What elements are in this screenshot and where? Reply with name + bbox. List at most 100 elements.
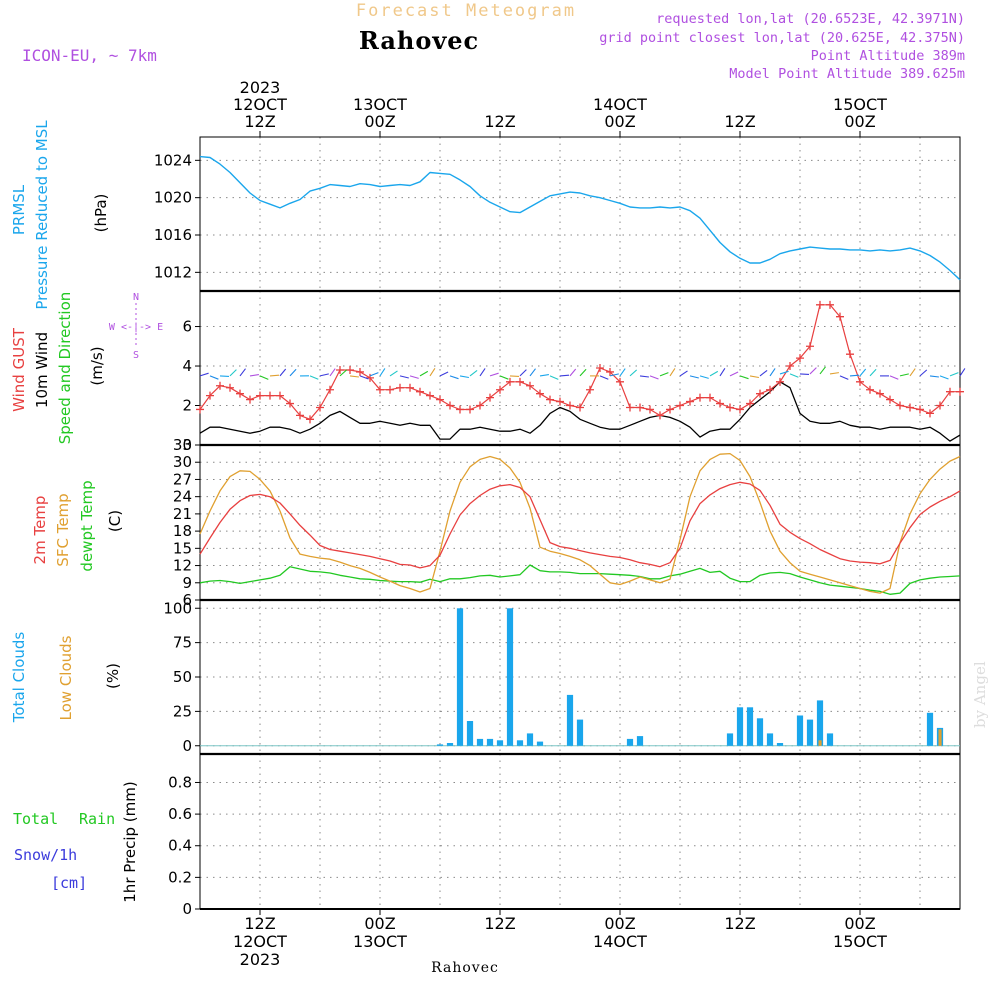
gust-marker xyxy=(916,405,924,414)
gust-marker xyxy=(716,399,724,408)
gust-marker xyxy=(506,377,514,386)
bottom-time-label: 12Z xyxy=(724,914,755,933)
gust-marker xyxy=(606,367,614,376)
total-cloud-bar xyxy=(636,736,644,746)
gust-marker xyxy=(806,342,814,351)
bottom-time-label: 12OCT xyxy=(233,932,287,951)
gust-marker xyxy=(486,393,494,402)
gust-marker xyxy=(266,391,274,400)
bottom-time-label: 00Z xyxy=(844,914,875,933)
wind-direction-arrow xyxy=(309,375,319,380)
compass-s: S xyxy=(133,350,139,361)
wind-direction-arrow xyxy=(889,375,899,380)
wind-direction-arrow xyxy=(239,368,246,377)
wind-direction-arrow xyxy=(419,370,429,377)
y-tick-label: 1016 xyxy=(154,226,192,244)
y-tick-label: 75 xyxy=(173,634,192,652)
bottom-time-label: 00Z xyxy=(364,914,395,933)
credit: by Angel xyxy=(971,661,989,728)
wind-direction-arrow xyxy=(689,375,699,379)
bottom-time-label: 2023 xyxy=(240,950,281,969)
wind-direction-arrow xyxy=(769,368,776,377)
wind-direction-arrow xyxy=(519,369,527,377)
gust-marker xyxy=(596,364,604,372)
total-cloud-bar xyxy=(446,743,454,746)
total-cloud-bar xyxy=(776,743,784,746)
clouds-unit-label: (%) xyxy=(104,663,122,689)
gust-marker xyxy=(616,377,624,386)
bottom-time-label: 15OCT xyxy=(833,932,887,951)
wind-direction-arrow xyxy=(699,375,709,379)
pressure-msl-label: Pressure Reduced to MSL xyxy=(33,120,51,310)
footer-location: Rahovec xyxy=(431,960,499,976)
y-tick-label: 0.8 xyxy=(168,773,192,791)
gust-marker xyxy=(946,387,954,396)
wind-direction-arrow xyxy=(679,370,688,377)
wind-direction-arrow xyxy=(209,375,219,380)
temp-dewpt-label: dewpt Temp xyxy=(78,480,96,571)
gust-marker xyxy=(356,367,364,376)
total-cloud-bar xyxy=(536,741,544,746)
gust-marker xyxy=(626,403,634,412)
gust-marker xyxy=(346,365,354,374)
wind-direction-arrow xyxy=(609,373,619,377)
y-tick-label: 9 xyxy=(182,574,192,592)
wind-direction-arrow xyxy=(929,375,939,378)
wind-direction-arrow xyxy=(819,366,826,375)
precip-unit-label: 1hr Precip (mm) xyxy=(121,781,139,902)
gust-marker xyxy=(736,405,744,414)
gust-marker xyxy=(866,385,874,394)
panels: 1012101610201024024669121518212427303302… xyxy=(154,136,966,918)
gust-marker xyxy=(526,381,534,390)
wind-direction-arrow xyxy=(319,373,329,377)
gust-marker xyxy=(756,389,764,398)
wind-direction-arrow xyxy=(669,368,676,377)
wind-direction-arrow xyxy=(269,374,280,377)
prmsl-label: PRMSL xyxy=(10,184,28,235)
gust-marker xyxy=(876,389,884,398)
wind-direction-arrow xyxy=(529,368,536,377)
rain-label: Rain xyxy=(79,810,115,828)
wind-direction-arrow xyxy=(729,371,739,377)
total-cloud-bar xyxy=(476,738,484,746)
y-tick-label: 30 xyxy=(173,453,192,471)
total-cloud-bar xyxy=(456,608,464,746)
wind-direction-arrow xyxy=(339,369,348,377)
wind-direction-arrow xyxy=(739,375,749,380)
total-cloud-bar xyxy=(626,738,634,746)
y-tick-label: 25 xyxy=(173,702,192,720)
gust-marker xyxy=(496,385,504,394)
top-time-label: 00Z xyxy=(604,112,635,131)
wind-direction-arrow xyxy=(279,368,287,377)
snow-unit-label: [cm] xyxy=(51,874,87,892)
y-tick-label: 18 xyxy=(173,522,192,540)
gust-marker xyxy=(796,354,804,363)
top-time-label: 12Z xyxy=(244,112,275,131)
panel-0: 1012 1016 1020 1024 xyxy=(154,136,961,292)
wind-direction-arrow xyxy=(249,374,259,377)
total-cloud-bar xyxy=(516,740,524,746)
wind-direction-arrow xyxy=(499,375,509,380)
total-cloud-bar xyxy=(816,700,824,746)
gust-marker xyxy=(306,415,314,424)
total-cloud-bar xyxy=(756,718,764,746)
gust-marker xyxy=(826,300,834,309)
gust-marker xyxy=(776,377,784,386)
temp-sfc-label: SFC Temp xyxy=(54,493,72,566)
location-title: Rahovec xyxy=(359,26,479,55)
wind-direction-arrow xyxy=(789,373,799,378)
gust-marker xyxy=(856,377,864,386)
wind-direction-arrow xyxy=(439,371,449,377)
gust-marker xyxy=(246,395,254,404)
wind-gust-line xyxy=(199,304,960,420)
bottom-time-label: 00Z xyxy=(604,914,635,933)
y-tick-label: 0.4 xyxy=(168,837,192,855)
pressure-labels: PRMSL Pressure Reduced to MSL (hPa) xyxy=(10,120,110,310)
wind-direction-arrow xyxy=(859,368,867,377)
wind-direction-arrow xyxy=(379,368,386,377)
wind-direction-arrow xyxy=(649,375,659,380)
gust-marker xyxy=(286,399,294,408)
total-cloud-bar xyxy=(566,694,574,746)
wind-direction-arrow xyxy=(409,375,419,379)
low-cloud-bar xyxy=(938,729,942,746)
